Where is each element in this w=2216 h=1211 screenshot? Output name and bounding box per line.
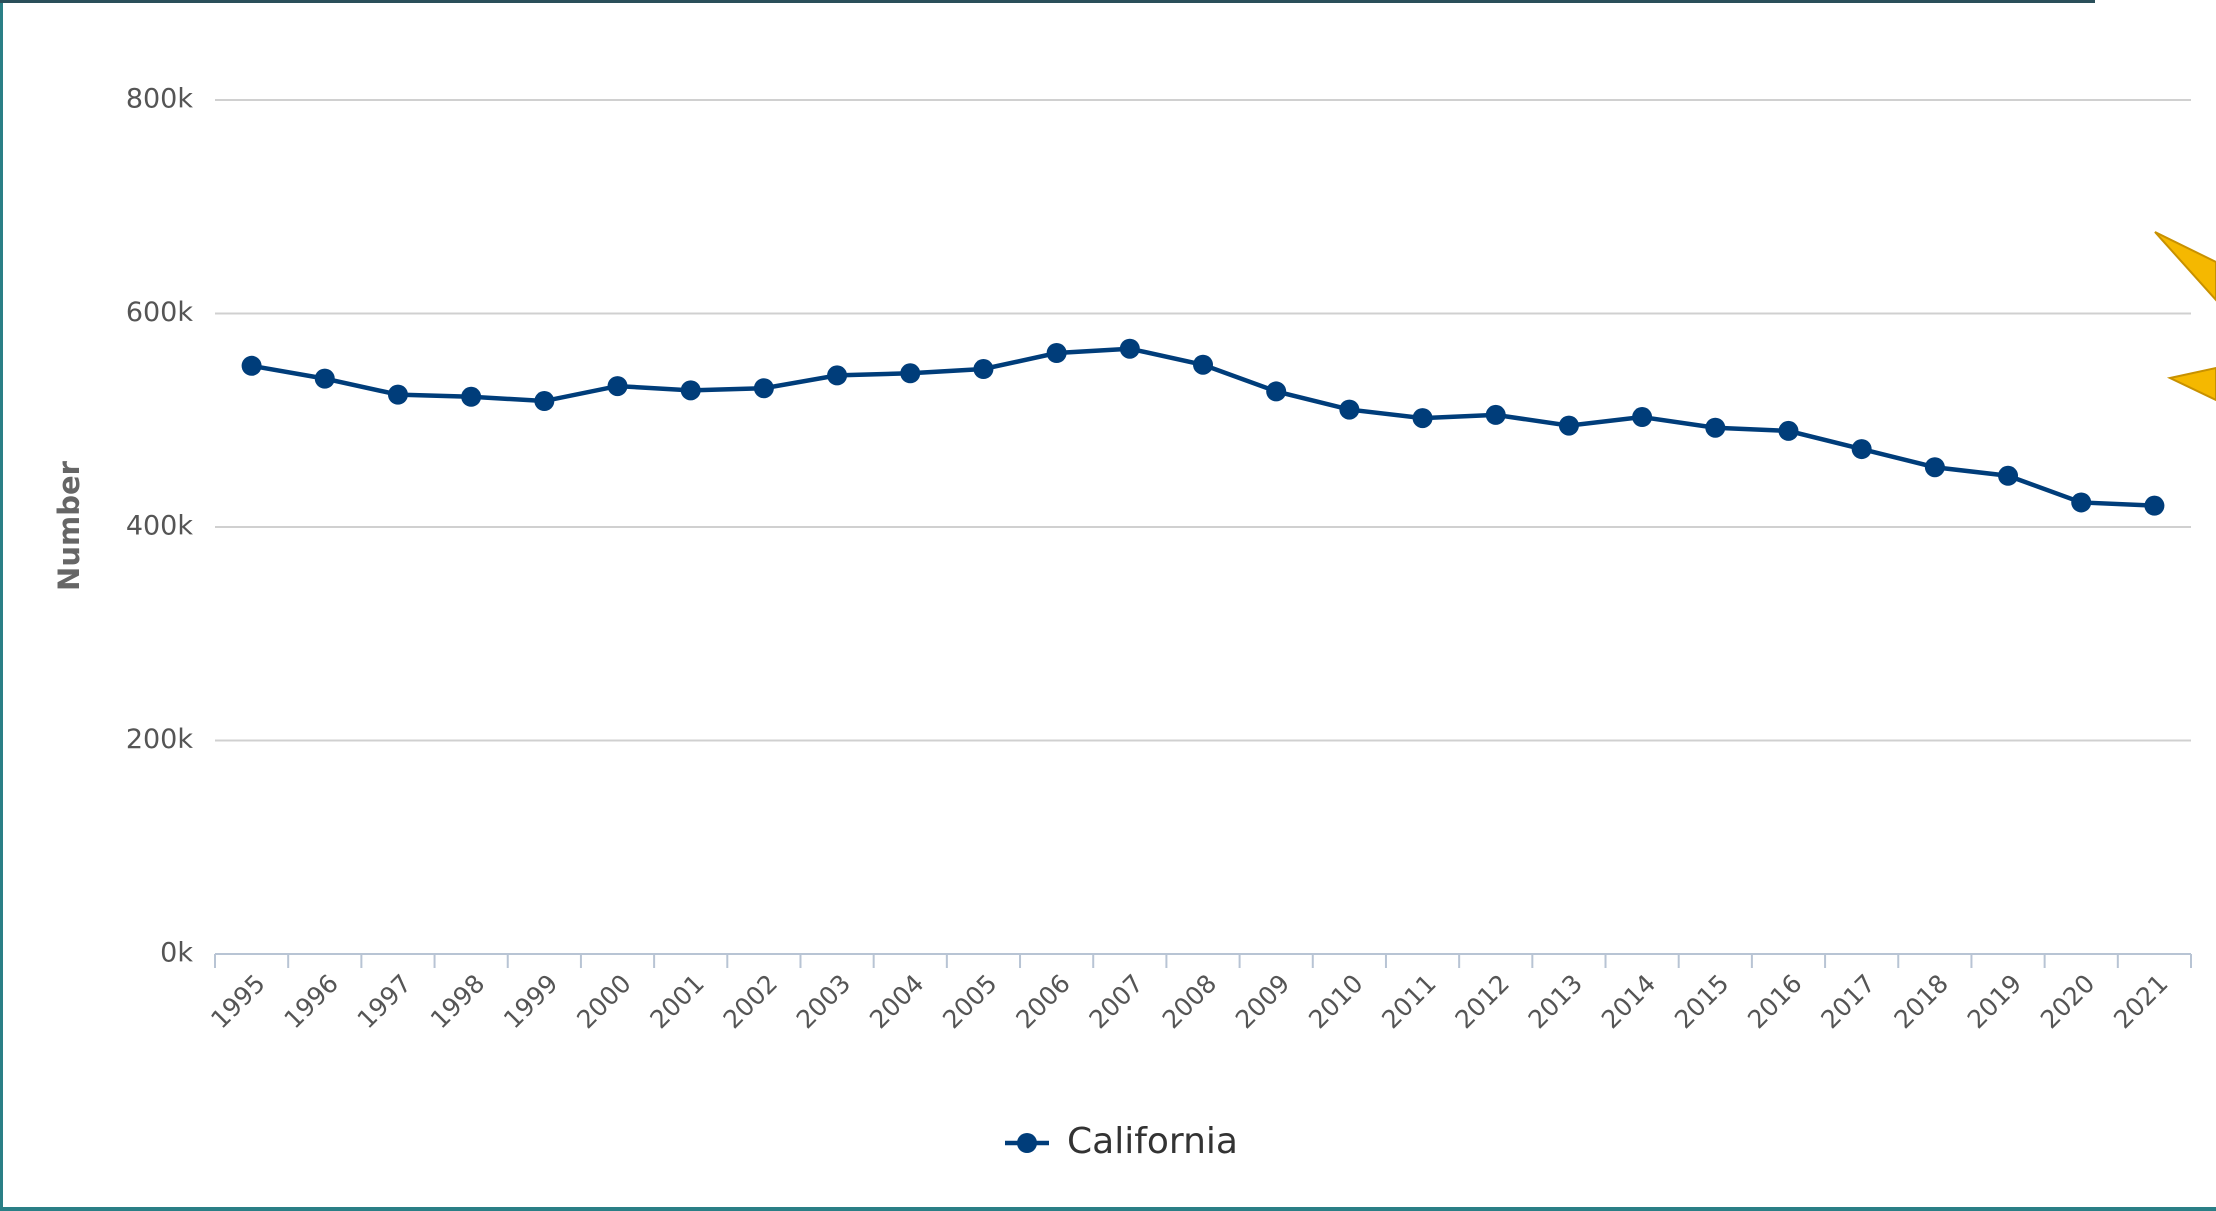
point bbox=[1705, 417, 1726, 438]
x-tick-label: 1999 bbox=[498, 969, 563, 1034]
x-tick-label: 2021 bbox=[2108, 969, 2173, 1034]
x-tick-label: 2018 bbox=[1889, 969, 1954, 1034]
x-tick-label: 1996 bbox=[278, 969, 343, 1034]
point bbox=[241, 355, 262, 376]
legend-marker bbox=[1017, 1133, 1037, 1153]
decoration bbox=[2166, 366, 2216, 402]
x-tick-label: 2011 bbox=[1376, 969, 1441, 1034]
point bbox=[314, 368, 335, 389]
point bbox=[1485, 404, 1506, 425]
point bbox=[1778, 420, 1799, 441]
x-tick-label: 2000 bbox=[571, 969, 636, 1034]
y-tick-label: 200k bbox=[126, 724, 194, 755]
point bbox=[827, 365, 848, 386]
point bbox=[680, 380, 701, 401]
decoration bbox=[2154, 231, 2216, 302]
x-tick-label: 1995 bbox=[205, 969, 270, 1034]
point bbox=[973, 359, 994, 380]
x-tick-label: 2010 bbox=[1303, 969, 1368, 1034]
x-tick-label: 1998 bbox=[425, 969, 490, 1034]
point bbox=[1339, 399, 1360, 420]
point bbox=[534, 391, 555, 412]
x-tick-label: 1997 bbox=[352, 969, 417, 1034]
point bbox=[753, 378, 774, 399]
point bbox=[387, 384, 408, 405]
x-tick-label: 2007 bbox=[1084, 969, 1149, 1034]
x-tick-label: 2019 bbox=[1962, 969, 2027, 1034]
point bbox=[1046, 342, 1067, 363]
point bbox=[607, 376, 628, 397]
x-tick-label: 2020 bbox=[2035, 969, 2100, 1034]
x-tick-label: 2006 bbox=[1010, 969, 1075, 1034]
x-tick-label: 2001 bbox=[644, 969, 709, 1034]
point bbox=[900, 363, 921, 384]
point bbox=[1266, 381, 1287, 402]
x-tick-label: 2012 bbox=[1449, 969, 1514, 1034]
frame-left bbox=[0, 0, 3, 1211]
x-tick-label: 2005 bbox=[937, 969, 1002, 1034]
point bbox=[1851, 439, 1872, 460]
point bbox=[1119, 338, 1140, 359]
point bbox=[1924, 457, 1945, 478]
x-tick-label: 2003 bbox=[791, 969, 856, 1034]
y-tick-label: 600k bbox=[126, 297, 194, 328]
x-tick-label: 2013 bbox=[1523, 969, 1588, 1034]
x-tick-label: 2017 bbox=[1815, 969, 1880, 1034]
point bbox=[1558, 415, 1579, 436]
y-axis-title: Number bbox=[52, 460, 86, 591]
point bbox=[1412, 408, 1433, 429]
point bbox=[461, 386, 482, 407]
x-tick-label: 2014 bbox=[1596, 969, 1661, 1034]
point bbox=[1998, 465, 2019, 486]
point bbox=[2071, 492, 2092, 513]
y-tick-label: 0k bbox=[160, 938, 193, 969]
x-tick-label: 2016 bbox=[1742, 969, 1807, 1034]
x-tick-label: 2009 bbox=[1230, 969, 1295, 1034]
x-tick-label: 2002 bbox=[718, 969, 783, 1034]
legend-label: California bbox=[1067, 1121, 1238, 1162]
point bbox=[2144, 495, 2165, 516]
point bbox=[1632, 407, 1653, 428]
y-tick-label: 400k bbox=[126, 511, 194, 542]
x-tick-label: 2015 bbox=[1669, 969, 1734, 1034]
frame-bottom bbox=[0, 1207, 2216, 1211]
y-tick-label: 800k bbox=[126, 84, 194, 115]
frame-top bbox=[0, 0, 2095, 3]
point bbox=[1193, 354, 1213, 375]
x-tick-label: 2004 bbox=[864, 969, 929, 1034]
x-tick-label: 2008 bbox=[1157, 969, 1222, 1034]
